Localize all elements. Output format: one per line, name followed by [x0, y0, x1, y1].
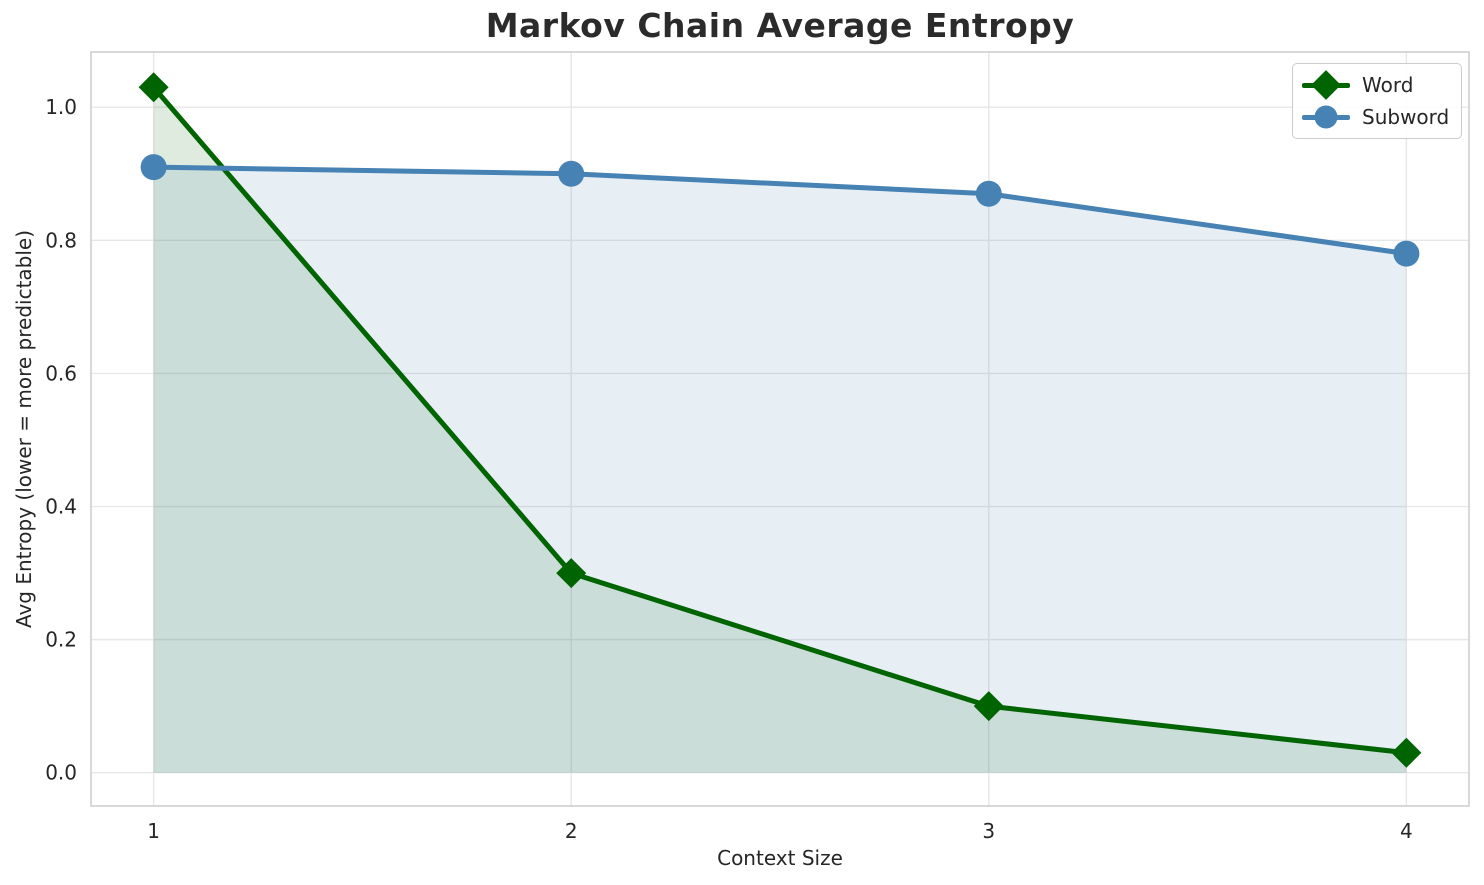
subword-data-point-marker — [140, 154, 167, 181]
word-data-point-marker — [556, 558, 587, 589]
x-tick-label: 4 — [1400, 819, 1413, 843]
legend-item-word: Word — [1302, 70, 1449, 100]
legend-marker — [1311, 70, 1341, 100]
legend-item-subword: Subword — [1302, 102, 1449, 132]
y-tick-label: 1.0 — [45, 95, 77, 119]
x-tick-label: 3 — [982, 819, 995, 843]
y-axis-label: Avg Entropy (lower = more predictable) — [12, 229, 36, 629]
y-tick-label: 0.8 — [45, 228, 77, 252]
word-data-point-marker — [1391, 737, 1422, 768]
y-tick-label: 0.4 — [45, 495, 77, 519]
subword-series-fill — [153, 167, 1407, 773]
circle-marker-icon — [1302, 103, 1350, 131]
y-tick-label: 0.2 — [45, 628, 77, 652]
legend-label: Word — [1362, 73, 1414, 97]
legend-marker — [1314, 105, 1338, 129]
subword-data-point-marker — [558, 160, 585, 187]
y-tick-label: 0.6 — [45, 361, 77, 385]
x-axis-label: Context Size — [717, 846, 843, 870]
x-tick-label: 2 — [565, 819, 578, 843]
word-data-point-marker — [973, 691, 1004, 722]
diamond-marker-icon — [1302, 70, 1350, 100]
subword-data-point-marker — [975, 180, 1002, 207]
x-tick-label: 1 — [147, 819, 160, 843]
plot-border — [90, 51, 1470, 807]
chart-title: Markov Chain Average Entropy — [485, 6, 1075, 45]
legend: Word Subword — [1292, 63, 1463, 139]
y-tick-label: 0.0 — [45, 761, 77, 785]
subword-data-point-marker — [1393, 240, 1420, 267]
subword-series-line — [153, 164, 1407, 257]
word-series-line — [151, 85, 1407, 756]
legend-label: Subword — [1362, 105, 1450, 129]
word-data-point-marker — [138, 72, 169, 103]
word-series-fill — [153, 87, 1407, 773]
